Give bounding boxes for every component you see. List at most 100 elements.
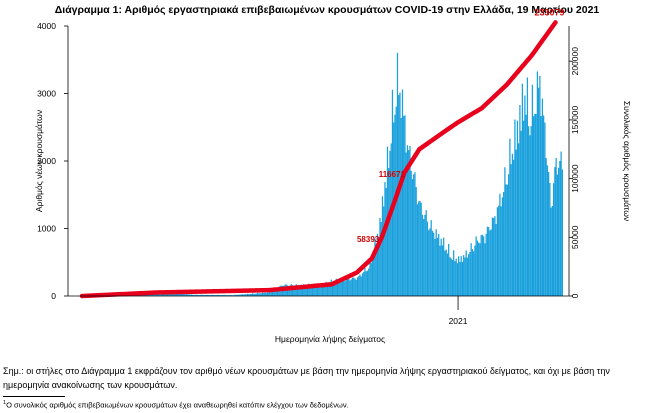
left-y-tick-label: 4000 xyxy=(37,21,56,31)
daily-cases-bar xyxy=(503,191,505,296)
daily-cases-bar xyxy=(405,152,407,296)
left-y-axis-title: Αριθμός νέων κρουσμάτων xyxy=(34,110,44,212)
daily-cases-bar xyxy=(269,292,271,296)
daily-cases-bar xyxy=(266,292,269,296)
daily-cases-bar xyxy=(524,95,526,296)
daily-cases-bar xyxy=(518,143,520,296)
daily-cases-bar xyxy=(499,193,501,296)
daily-cases-bar xyxy=(330,279,332,296)
daily-cases-bar xyxy=(254,293,256,296)
daily-cases-bar xyxy=(543,115,545,296)
daily-cases-bar xyxy=(420,202,422,296)
daily-cases-bar xyxy=(186,294,189,296)
daily-cases-bar xyxy=(178,293,180,296)
daily-cases-bar xyxy=(388,168,390,296)
daily-cases-bar xyxy=(440,238,442,296)
daily-cases-bar xyxy=(326,284,329,296)
daily-cases-bar xyxy=(323,283,325,296)
daily-cases-bar xyxy=(410,170,412,296)
daily-cases-bar xyxy=(261,292,264,296)
daily-cases-bar xyxy=(328,282,330,296)
daily-cases-bars xyxy=(82,52,563,297)
daily-cases-bar xyxy=(204,294,206,296)
daily-cases-bar xyxy=(350,279,352,296)
daily-cases-bar xyxy=(374,238,376,296)
daily-cases-bar xyxy=(184,294,186,296)
daily-cases-bar xyxy=(466,257,469,296)
daily-cases-bar xyxy=(546,165,549,296)
daily-cases-bar xyxy=(455,258,457,296)
daily-cases-bar xyxy=(169,293,171,296)
daily-cases-bar xyxy=(355,279,357,296)
daily-cases-bar xyxy=(188,294,190,296)
daily-cases-bar xyxy=(356,277,359,296)
daily-cases-bar xyxy=(221,295,224,296)
daily-cases-bar xyxy=(250,294,252,296)
daily-cases-bar xyxy=(515,149,517,296)
daily-cases-bar xyxy=(536,71,539,297)
daily-cases-bar xyxy=(193,294,195,296)
cumulative-cases-line xyxy=(79,20,558,299)
left-y-tick-label: 2000 xyxy=(37,156,56,166)
daily-cases-bar xyxy=(218,294,220,296)
chart-note-text: Σημ.: οι στήλες στο Διάγραμμα 1 εκφράζου… xyxy=(3,366,610,390)
daily-cases-bar xyxy=(201,294,204,296)
daily-cases-bar xyxy=(549,182,551,296)
daily-cases-bar xyxy=(460,256,462,296)
daily-cases-bar xyxy=(445,249,447,296)
daily-cases-bar xyxy=(339,281,341,296)
daily-cases-bar xyxy=(418,201,420,296)
daily-cases-bar xyxy=(561,169,563,296)
daily-cases-bar xyxy=(526,77,529,296)
daily-cases-bar xyxy=(431,230,434,296)
daily-cases-bar xyxy=(396,52,399,296)
daily-cases-bar xyxy=(335,278,337,296)
daily-cases-bar xyxy=(481,234,484,296)
daily-cases-bar xyxy=(464,257,466,296)
daily-cases-bar xyxy=(501,197,504,296)
daily-cases-bar xyxy=(500,206,502,296)
daily-cases-bar xyxy=(365,271,367,296)
daily-cases-bar xyxy=(438,234,440,296)
right-y-tick-label: 50000 xyxy=(570,225,580,249)
daily-cases-bar xyxy=(373,254,375,296)
x-tick-label: 2021 xyxy=(449,316,468,326)
daily-cases-bar xyxy=(251,293,254,296)
daily-cases-bar xyxy=(318,283,320,296)
daily-cases-bar xyxy=(408,149,410,296)
daily-cases-bar xyxy=(215,295,217,296)
daily-cases-bar xyxy=(385,188,387,296)
cumulative-line-layer xyxy=(79,20,558,299)
daily-cases-bar xyxy=(255,293,257,296)
daily-cases-bar xyxy=(214,295,216,296)
daily-cases-bar xyxy=(424,214,426,296)
daily-cases-bar xyxy=(189,294,191,296)
daily-cases-bar xyxy=(425,210,427,296)
daily-cases-bar xyxy=(211,294,214,296)
daily-cases-bar xyxy=(449,257,451,296)
daily-cases-bar xyxy=(559,160,561,296)
daily-cases-bar xyxy=(234,294,236,296)
daily-cases-bar xyxy=(399,92,401,296)
daily-cases-bar xyxy=(329,282,331,296)
chart-note: Σημ.: οι στήλες στο Διάγραμμα 1 εκφράζου… xyxy=(3,364,653,392)
daily-cases-bar xyxy=(511,153,514,296)
daily-cases-bar xyxy=(483,236,485,296)
cumulative-line-labels: 58393 116671 233079 xyxy=(357,7,565,244)
daily-cases-bar xyxy=(416,204,419,296)
daily-cases-bar xyxy=(493,218,495,296)
daily-cases-bar xyxy=(516,120,519,296)
daily-cases-bar xyxy=(341,279,344,296)
daily-cases-bar xyxy=(548,172,550,296)
daily-cases-bar xyxy=(229,294,231,296)
daily-cases-bar xyxy=(180,293,182,296)
daily-cases-bar xyxy=(413,174,415,296)
daily-cases-bar xyxy=(364,268,366,296)
daily-cases-bar xyxy=(170,293,172,296)
daily-cases-bar xyxy=(185,294,187,296)
daily-cases-bar xyxy=(390,143,392,296)
daily-cases-bar xyxy=(244,294,246,296)
daily-cases-bar xyxy=(456,263,459,296)
daily-cases-bar xyxy=(301,285,304,296)
daily-cases-bar xyxy=(473,251,475,296)
